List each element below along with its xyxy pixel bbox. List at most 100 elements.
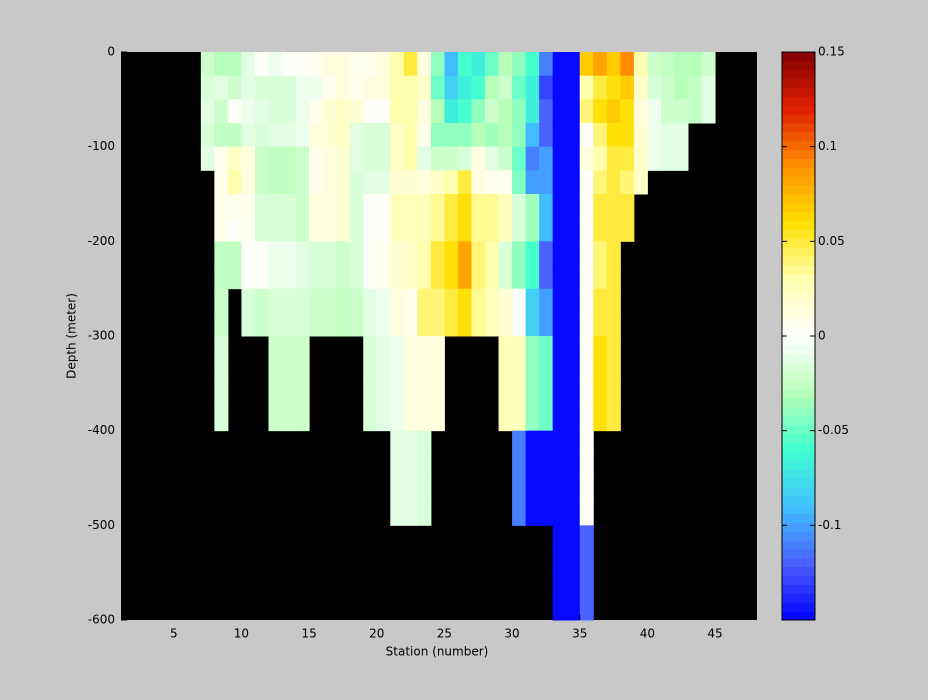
heat-cell [485,170,500,195]
heat-cell [566,336,581,361]
heat-cell [552,359,567,384]
heat-cell [498,217,513,242]
heat-cell [539,265,554,290]
colorbar-segment [782,300,815,310]
x-tick-label: 25 [437,627,452,641]
heat-cell [295,194,310,219]
heat-cell [552,312,567,337]
heat-cell [498,265,513,290]
heat-cell [606,241,621,266]
heat-cell [457,194,472,219]
heat-cell [417,52,432,77]
heat-cell [417,241,432,266]
heat-cell [552,52,567,77]
heat-cell [227,123,242,148]
heat-cell [390,312,405,337]
heat-cell [566,359,581,384]
heat-cell [539,501,554,526]
heat-cell [539,170,554,195]
heat-cell [457,123,472,148]
heat-cell [268,383,283,408]
heat-cell [282,265,297,290]
heat-cell [593,241,608,266]
colorbar-segment [782,282,815,293]
heat-cell [430,265,445,290]
heat-cell [539,146,554,171]
heat-cell [241,312,256,337]
colorbar-segment [782,327,815,337]
heat-cell [268,217,283,242]
heat-cell [457,241,472,266]
heat-cell [579,170,594,195]
colorbar-segment [782,407,815,417]
heat-cell [336,288,351,313]
heat-cell [444,75,459,100]
heat-cell [498,383,513,408]
heat-cell [241,265,256,290]
heat-cell [593,75,608,100]
heat-cell [417,359,432,384]
x-tick-label: 30 [504,627,519,641]
heat-cell [214,217,229,242]
colorbar-segment [782,415,815,426]
heat-cell [525,478,540,503]
heat-cell [674,52,689,77]
heat-cell [444,194,459,219]
heat-cell [512,241,527,266]
heat-cell [417,454,432,479]
heat-cell [363,312,378,337]
heat-cell [403,123,418,148]
heat-cell [227,75,242,100]
heat-cell [606,359,621,384]
heat-cell [485,265,500,290]
heat-cell [403,454,418,479]
colorbar-segment [782,185,815,195]
heat-cell [295,312,310,337]
heat-cell [336,75,351,100]
heat-cell [349,99,364,124]
heat-cell [227,146,242,171]
heat-cell [498,407,513,432]
heat-cell [336,265,351,290]
heat-cell [417,194,432,219]
heat-cell [322,312,337,337]
heat-cell [403,52,418,77]
heat-cell [539,99,554,124]
heat-cell [390,123,405,148]
heat-cell [620,99,635,124]
heat-cell [214,359,229,384]
heat-cell [227,194,242,219]
heat-cell [579,75,594,100]
heat-cell [471,241,486,266]
heat-cell [363,146,378,171]
heat-cell [552,217,567,242]
heat-cell [525,217,540,242]
heat-cell [282,288,297,313]
heat-cell [254,146,269,171]
colorbar-segment [782,611,815,621]
heat-cell [498,359,513,384]
heat-cell [498,312,513,337]
heat-cell [417,146,432,171]
heat-cell [606,123,621,148]
heat-cell [363,383,378,408]
heat-cell [322,194,337,219]
heat-cell [282,146,297,171]
heat-cell [295,170,310,195]
heat-cell [336,170,351,195]
heat-cell [417,478,432,503]
heat-cell [647,75,662,100]
heat-cell [214,170,229,195]
heat-cell [268,288,283,313]
heat-cell [579,407,594,432]
heat-cell [512,146,527,171]
heat-cell [633,146,648,171]
heat-cell [282,75,297,100]
heat-cell [457,75,472,100]
heat-cell [579,549,594,574]
heat-cell [417,123,432,148]
colorbar-segment [782,114,815,124]
heat-cell [552,596,567,621]
heat-cell [403,241,418,266]
heat-cell [525,359,540,384]
